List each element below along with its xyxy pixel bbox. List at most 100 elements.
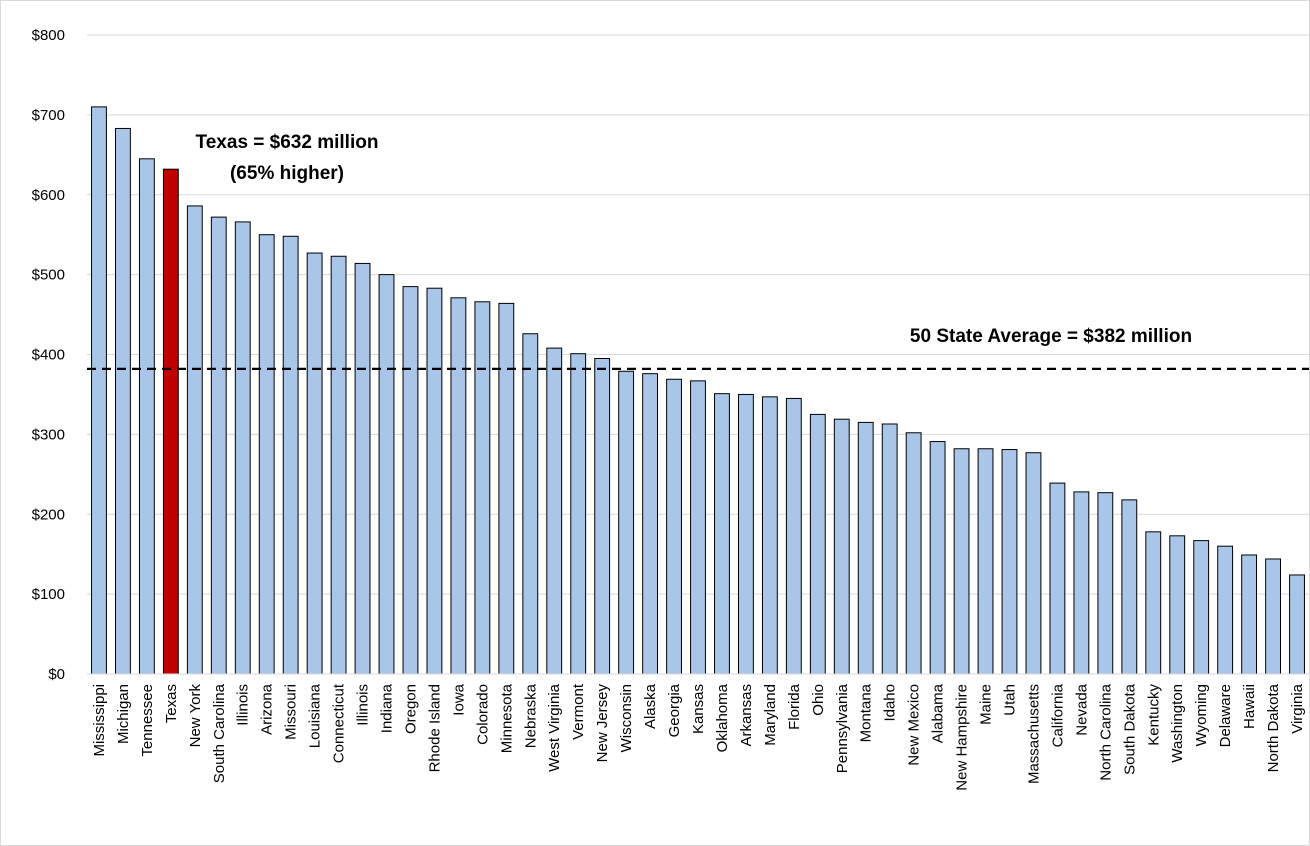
bar-indiana [378,274,395,675]
x-tick-label: Oregon [402,684,419,734]
bar-montana [857,421,874,675]
x-tick-label: Utah [1001,684,1018,716]
x-tick-label: Arizona [259,683,276,735]
bar-maine [977,448,994,675]
bar-wisconsin [618,370,635,675]
x-tick-label: Minnesota [498,683,515,753]
bar-rhode-island [426,287,443,675]
bar-utah [1001,449,1018,675]
bar-delaware [1217,545,1234,675]
y-tick-label: $200 [32,506,65,523]
bar-illinois [354,262,371,675]
x-tick-label: Florida [786,683,803,730]
x-tick-label: Ohio [810,684,827,716]
bar-kansas [690,380,706,675]
x-tick-label: South Carolina [211,683,228,783]
y-tick-label: $800 [32,27,65,44]
texas-annotation-line2: (65% higher) [230,163,344,184]
bar-new-hampshire [953,448,970,675]
bar-michigan [115,127,131,675]
bar-texas [162,168,179,675]
x-tick-label: Wyoming [1193,684,1210,746]
texas-annotation-line1: Texas = $632 million [196,132,379,153]
x-tick-label: Missouri [283,684,300,740]
y-tick-label: $400 [32,347,65,364]
bar-georgia [666,378,682,675]
bar-tennessee [138,158,155,675]
x-tick-label: New York [187,684,204,748]
x-tick-label: Rhode Island [426,684,443,772]
x-tick-label: Nebraska [522,683,539,748]
bar-south-carolina [210,216,227,675]
bar-virginia [1289,574,1305,675]
x-tick-label: Kentucky [1145,684,1162,746]
x-tick-label: New Mexico [906,684,923,766]
x-tick-label: Arkansas [738,684,755,747]
x-tick-label: Montana [858,683,875,742]
x-tick-label: Massachusetts [1025,684,1042,784]
bar-missouri [282,235,299,675]
x-tick-label: Texas [163,684,180,723]
bar-illinois [234,221,251,675]
bar-massachusetts [1025,452,1042,675]
x-tick-label: Georgia [666,683,683,737]
x-tick-label: Illinois [355,684,372,726]
average-annotation: 50 State Average = $382 million [910,326,1192,347]
x-tick-label: Michigan [115,684,132,744]
x-tick-label: Pennsylvania [834,683,851,773]
annotations: Texas = $632 million (65% higher) 50 Sta… [196,132,1193,347]
bar-alaska [642,373,659,675]
bar-mississippi [91,106,107,675]
bar-iowa [450,297,467,675]
bar-vermont [570,353,587,675]
x-tick-label: Kansas [690,684,707,734]
x-tick-label: Illinois [235,684,252,726]
y-tick-label: $700 [32,107,65,124]
bar-ohio [809,413,826,675]
x-tick-label: Maine [978,684,995,725]
bar-nebraska [522,333,539,675]
bar-arkansas [737,393,754,675]
bar-connecticut [330,255,347,675]
y-tick-label: $100 [32,586,65,603]
bar-new-jersey [594,357,611,675]
bar-california [1049,482,1066,675]
x-tick-label: Colorado [474,684,491,745]
x-tick-label: New Jersey [594,684,611,763]
bar-florida [785,397,802,675]
bar-oregon [402,286,419,675]
x-tick-label: Connecticut [331,683,348,763]
bar-kentucky [1145,531,1162,675]
bar-washington [1169,535,1186,675]
x-tick-label: Virginia [1289,683,1306,733]
x-tick-label: Delaware [1217,684,1234,747]
bar-new-mexico [905,432,922,675]
y-tick-label: $600 [32,187,65,204]
x-tick-label: Vermont [570,683,587,740]
x-tick-label: West Virginia [546,683,563,771]
y-axis: $0 $100 $200 $300 $400 $500 $600 $700 $800 [32,27,65,683]
x-tick-label: Indiana [379,683,396,733]
y-tick-label: $0 [48,666,65,683]
x-tick-label: Alabama [930,683,947,743]
x-tick-label: Idaho [882,684,899,722]
bar-idaho [881,423,898,675]
bar-north-dakota [1265,558,1281,675]
bar-south-dakota [1121,499,1138,675]
x-tick-label: New Hampshire [954,684,971,791]
x-tick-label: Mississippi [91,684,108,757]
x-tick-label: Alaska [642,683,659,729]
x-tick-label: Louisiana [307,683,324,748]
bar-alabama [929,441,946,675]
x-tick-label: North Dakota [1265,683,1282,772]
x-tick-label: Iowa [450,683,467,715]
bars [91,106,1305,675]
bar-wyoming [1193,540,1210,675]
bar-west-virginia [546,347,563,675]
x-tick-label: North Carolina [1097,683,1114,780]
y-tick-label: $500 [32,267,65,284]
bar-nevada [1073,491,1090,675]
x-tick-label: Tennessee [139,684,156,757]
bar-louisiana [306,252,323,675]
